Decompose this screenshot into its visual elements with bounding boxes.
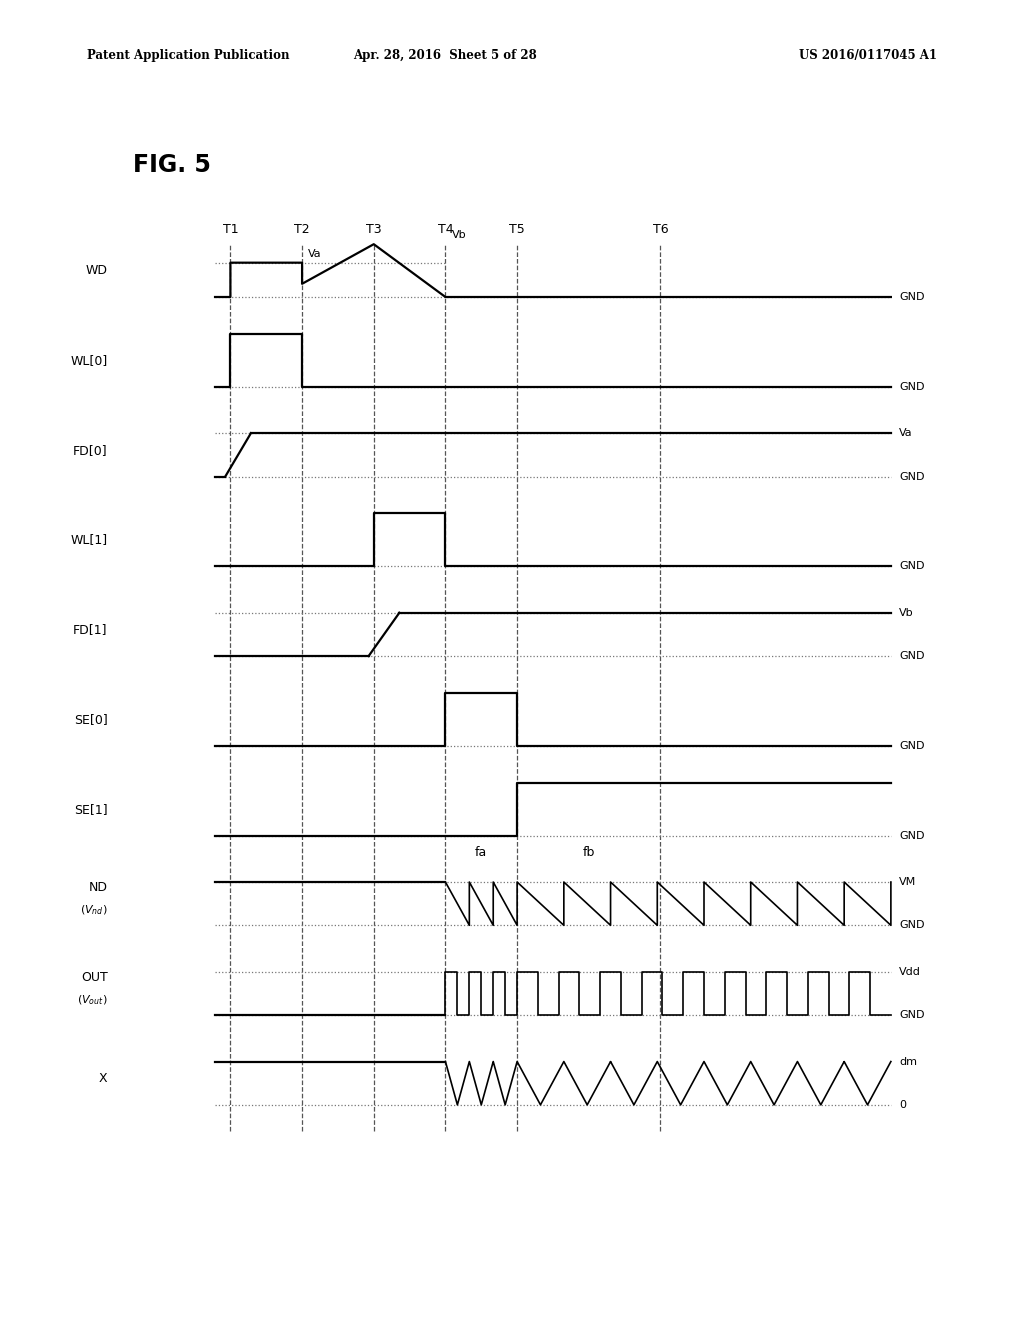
Text: Vb: Vb bbox=[899, 607, 913, 618]
Text: SE[0]: SE[0] bbox=[74, 713, 108, 726]
Text: Apr. 28, 2016  Sheet 5 of 28: Apr. 28, 2016 Sheet 5 of 28 bbox=[353, 49, 538, 62]
Text: $(V_{nd})$: $(V_{nd})$ bbox=[80, 904, 108, 917]
Text: X: X bbox=[99, 1072, 108, 1085]
Text: FIG. 5: FIG. 5 bbox=[133, 153, 211, 177]
Text: GND: GND bbox=[899, 651, 925, 661]
Text: T5: T5 bbox=[509, 223, 525, 236]
Text: T4: T4 bbox=[437, 223, 454, 236]
Text: GND: GND bbox=[899, 381, 925, 392]
Text: Va: Va bbox=[899, 428, 912, 438]
Text: fa: fa bbox=[475, 846, 487, 859]
Text: 0: 0 bbox=[899, 1100, 906, 1110]
Text: VM: VM bbox=[899, 876, 916, 887]
Text: SE[1]: SE[1] bbox=[74, 803, 108, 816]
Text: GND: GND bbox=[899, 292, 925, 302]
Text: Vb: Vb bbox=[452, 230, 466, 240]
Text: T2: T2 bbox=[294, 223, 310, 236]
Text: OUT: OUT bbox=[81, 970, 108, 983]
Text: FD[0]: FD[0] bbox=[73, 444, 108, 457]
Text: fb: fb bbox=[583, 846, 595, 859]
Text: WL[0]: WL[0] bbox=[71, 354, 108, 367]
Text: GND: GND bbox=[899, 471, 925, 482]
Text: GND: GND bbox=[899, 1010, 925, 1020]
Text: T1: T1 bbox=[222, 223, 239, 236]
Text: WL[1]: WL[1] bbox=[71, 533, 108, 546]
Text: T3: T3 bbox=[366, 223, 382, 236]
Text: US 2016/0117045 A1: US 2016/0117045 A1 bbox=[799, 49, 937, 62]
Text: GND: GND bbox=[899, 920, 925, 931]
Text: Va: Va bbox=[308, 248, 322, 259]
Text: Patent Application Publication: Patent Application Publication bbox=[87, 49, 290, 62]
Text: GND: GND bbox=[899, 561, 925, 572]
Text: WD: WD bbox=[86, 264, 108, 277]
Text: $(V_{out})$: $(V_{out})$ bbox=[77, 994, 108, 1007]
Text: dm: dm bbox=[899, 1056, 918, 1067]
Text: GND: GND bbox=[899, 830, 925, 841]
Text: ND: ND bbox=[88, 880, 108, 894]
Text: T6: T6 bbox=[652, 223, 669, 236]
Text: FD[1]: FD[1] bbox=[73, 623, 108, 636]
Text: Vdd: Vdd bbox=[899, 966, 921, 977]
Text: GND: GND bbox=[899, 741, 925, 751]
